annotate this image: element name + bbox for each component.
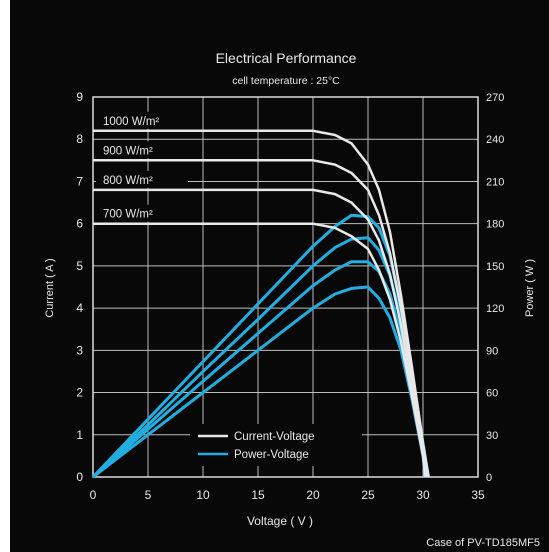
y-right-tick-label: 90 [486, 345, 498, 357]
legend-label-current-voltage: Current-Voltage [234, 431, 315, 443]
y-left-tick-label: 2 [76, 386, 83, 400]
y-left-tick-label: 7 [76, 174, 83, 188]
irradiance-label-bg-3 [96, 204, 188, 222]
x-axis-label: Voltage ( V ) [247, 514, 313, 528]
series-layer [91, 129, 430, 479]
legend: Current-Voltage Power-Voltage [190, 424, 362, 466]
x-tick-label: 35 [471, 488, 485, 502]
chart-subtitle: cell temperature : 25°C [232, 75, 340, 87]
x-tick-label: 0 [90, 488, 97, 502]
current-voltage-line-1 [93, 159, 430, 478]
y-right-axis-label: Power ( W ) [524, 259, 536, 317]
x-tick-label: 15 [251, 488, 265, 502]
irradiance-label-bg-1 [96, 141, 188, 159]
chart-title: Electrical Performance [216, 50, 357, 66]
y-right-tick-label: 270 [486, 92, 504, 104]
y-right-tick-label: 60 [486, 388, 498, 400]
axes-layer [92, 96, 479, 478]
model-note: Case of PV-TD185MF5 [426, 537, 540, 549]
y-left-tick-label: 1 [76, 428, 83, 442]
y-right-tick-label: 210 [486, 176, 504, 188]
y-left-tick-label: 5 [76, 259, 83, 273]
x-tick-label: 10 [196, 488, 210, 502]
current-voltage-line-3 [93, 222, 427, 478]
irradiance-label-3: 700 W/m² [103, 209, 153, 221]
legend-background [190, 424, 362, 466]
y-right-tick-label: 240 [486, 134, 504, 146]
x-tick-label: 5 [145, 488, 152, 502]
y-left-tick-label: 4 [76, 301, 83, 315]
irradiance-label-2: 800 W/m² [103, 175, 153, 187]
irradiance-label-0: 1000 W/m² [103, 116, 159, 128]
y-left-axis-label: Current ( A ) [44, 258, 56, 317]
plot-border [92, 96, 479, 478]
current-voltage-line-2 [93, 188, 428, 478]
y-left-tick-label: 6 [76, 217, 83, 231]
y-left-tick-label: 3 [76, 343, 83, 357]
label-layer: 0 5 10 15 20 25 30 3501234567890306090120150180… [76, 90, 504, 502]
x-tick-label: 30 [416, 488, 430, 502]
y-right-tick-label: 0 [486, 472, 492, 484]
y-left-tick-label: 0 [76, 470, 83, 484]
x-tick-label: 25 [361, 488, 375, 502]
y-right-tick-label: 180 [486, 219, 504, 231]
legend-label-power-voltage: Power-Voltage [234, 449, 309, 461]
irradiance-label-1: 900 W/m² [103, 145, 153, 157]
y-left-tick-label: 8 [76, 132, 83, 146]
x-tick-label: 20 [306, 488, 320, 502]
y-right-tick-label: 120 [486, 303, 504, 315]
y-right-tick-label: 30 [486, 430, 498, 442]
irradiance-label-bg-0 [96, 111, 188, 129]
y-left-tick-label: 9 [76, 90, 83, 104]
irradiance-label-bg-2 [96, 170, 188, 188]
y-right-tick-label: 150 [486, 261, 504, 273]
